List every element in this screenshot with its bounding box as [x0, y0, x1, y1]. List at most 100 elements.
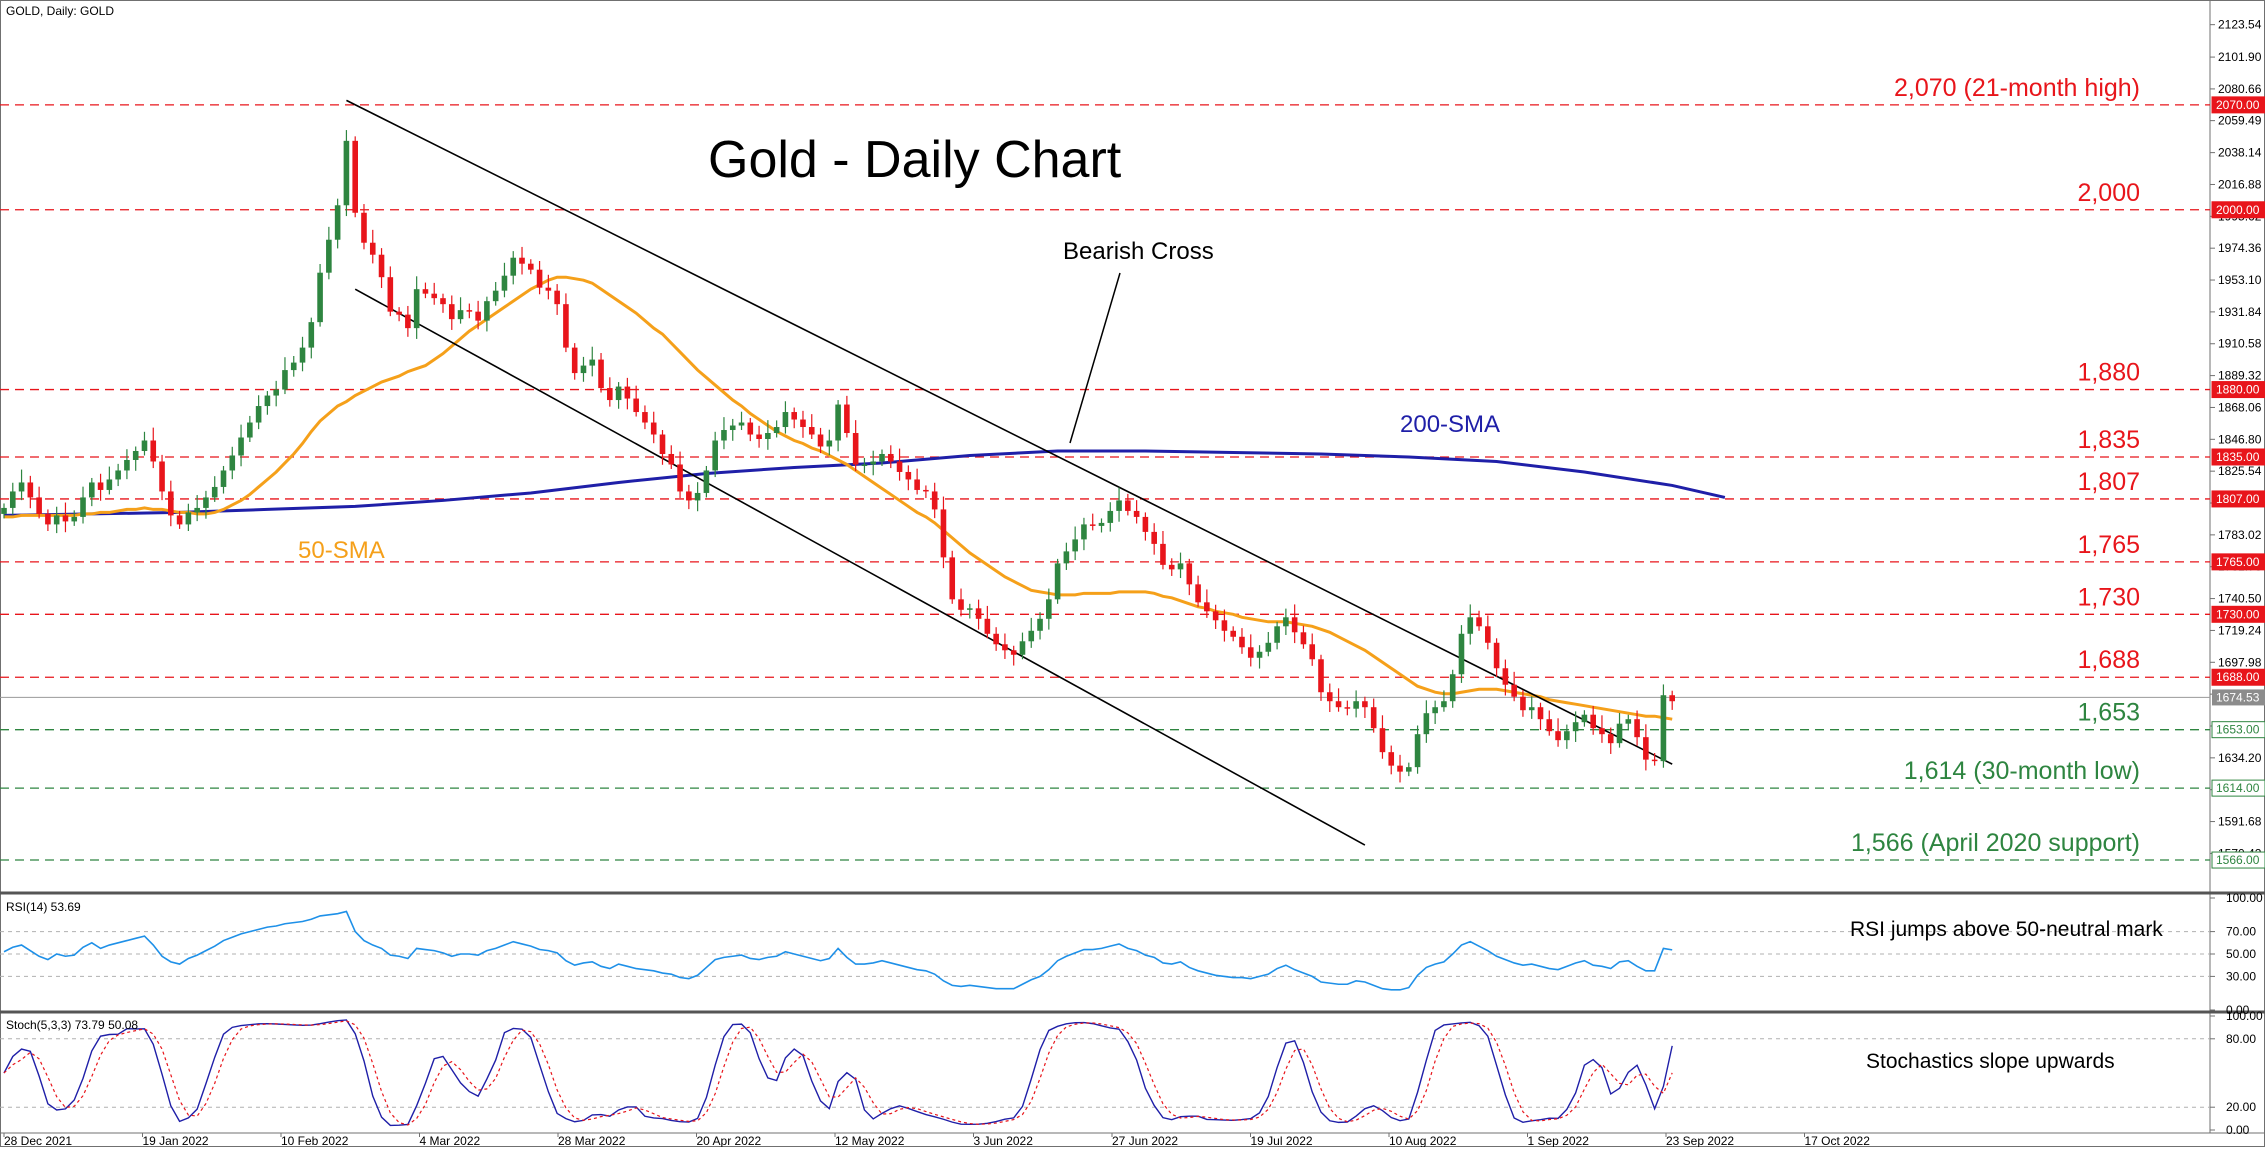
candle-body: [896, 461, 903, 472]
price-tick-label: 1740.50: [2218, 592, 2262, 606]
candle-body: [89, 482, 95, 498]
candle-body: [317, 272, 323, 323]
candle-body: [1528, 707, 1535, 711]
bearish-cross-pointer: [1069, 272, 1121, 444]
candle-body: [18, 482, 25, 492]
candle-body: [747, 422, 754, 435]
price-tick-label: 1953.10: [2218, 273, 2262, 287]
candle-body: [1291, 617, 1298, 633]
candle-body: [194, 507, 200, 513]
candle-body: [1660, 695, 1667, 762]
price-tick-label: 2038.14: [2218, 146, 2262, 160]
level-badge-label: 1730.00: [2216, 607, 2260, 621]
date-label: 3 Jun 2022: [974, 1134, 1034, 1147]
candle-body: [1502, 668, 1509, 685]
candle-body: [440, 298, 446, 305]
chart-title: Gold - Daily Chart: [708, 131, 1122, 189]
rsi-tick-label: 100.00: [2226, 891, 2263, 905]
candle-body: [712, 440, 718, 471]
candle-body: [1458, 633, 1465, 675]
date-label: 19 Jan 2022: [143, 1134, 209, 1147]
rsi-layer: [0, 910, 2210, 991]
candle-body: [703, 470, 710, 493]
candle-body: [1089, 524, 1096, 526]
candle-body: [1107, 510, 1114, 523]
level-badge: [2211, 851, 2265, 869]
candle-body: [176, 515, 183, 525]
candle-body: [290, 362, 297, 371]
level-badge: [2211, 381, 2265, 399]
level-label: 1,614 (30-month low): [1904, 757, 2140, 785]
candle-body: [1564, 731, 1570, 741]
candle-body: [1669, 695, 1675, 702]
stoch-k-line: [3, 1019, 1673, 1127]
candle-body: [1177, 563, 1184, 570]
level-badge-label: 1835.00: [2216, 450, 2260, 464]
candle-body: [791, 412, 797, 420]
level-badge: [2211, 448, 2265, 466]
candle-body: [1572, 722, 1579, 732]
price-tick-label: 1974.36: [2218, 241, 2262, 255]
candle-body: [1, 507, 7, 514]
candle-body: [492, 290, 499, 302]
bearish-cross-label: Bearish Cross: [1063, 238, 1214, 265]
candle-body: [1230, 630, 1236, 637]
candle-body: [1037, 618, 1043, 631]
candle-body: [1467, 617, 1474, 634]
candle-body: [1353, 701, 1359, 709]
candle-body: [905, 471, 912, 480]
candle-body: [334, 205, 341, 240]
date-label: 27 Jun 2022: [1112, 1134, 1178, 1147]
candle-body: [115, 470, 121, 480]
candle-body: [1581, 714, 1588, 723]
candle-body: [1476, 617, 1482, 627]
candle-body: [668, 453, 675, 465]
candle-body: [1072, 539, 1078, 552]
candle-body: [27, 482, 34, 498]
candle-body: [396, 311, 402, 315]
candle-body: [1063, 551, 1070, 564]
candle-body: [633, 398, 639, 413]
stoch-d-line: [3, 1020, 1673, 1126]
candle-body: [53, 515, 60, 525]
candle-body: [282, 370, 288, 390]
candle-body: [387, 277, 394, 312]
level-badge: [2211, 605, 2265, 623]
candle-body: [826, 440, 833, 447]
candle-body: [141, 440, 148, 451]
level-label: 1,688: [2077, 646, 2140, 674]
candle-body: [1379, 728, 1386, 753]
candle-body: [940, 509, 947, 558]
price-tick-label: 1591.68: [2218, 815, 2262, 829]
candle-body: [466, 310, 473, 312]
candle-body: [1511, 684, 1517, 697]
candle-body: [124, 459, 130, 471]
candle-body: [589, 359, 596, 366]
level-badge: [2211, 96, 2265, 114]
candle-body: [457, 310, 464, 320]
candle-body: [501, 275, 508, 291]
candle-body: [598, 359, 604, 389]
candle-body: [1168, 564, 1175, 570]
candle-body: [729, 425, 736, 431]
candle-body: [1309, 644, 1316, 660]
candle-body: [405, 314, 411, 329]
candle-body: [1406, 767, 1412, 772]
candle-body: [1028, 630, 1035, 642]
price-tick-label: 2101.90: [2218, 50, 2262, 64]
date-label: 10 Feb 2022: [281, 1134, 349, 1147]
candle-body: [1265, 642, 1272, 652]
candle-body: [510, 257, 517, 276]
rsi-tick-label: 50.00: [2226, 947, 2256, 961]
level-badge-label: 1688.00: [2216, 670, 2260, 684]
level-label: 1,765: [2077, 531, 2140, 559]
candle-body: [1590, 714, 1596, 729]
candle-body: [369, 242, 376, 255]
price-tick-label: 2016.88: [2218, 177, 2262, 191]
candle-body: [1634, 719, 1640, 738]
date-label: 28 Dec 2021: [4, 1134, 72, 1147]
stoch-tick-label: 20.00: [2226, 1100, 2256, 1114]
candle-body: [422, 289, 429, 294]
channel-layer: [346, 99, 1673, 846]
